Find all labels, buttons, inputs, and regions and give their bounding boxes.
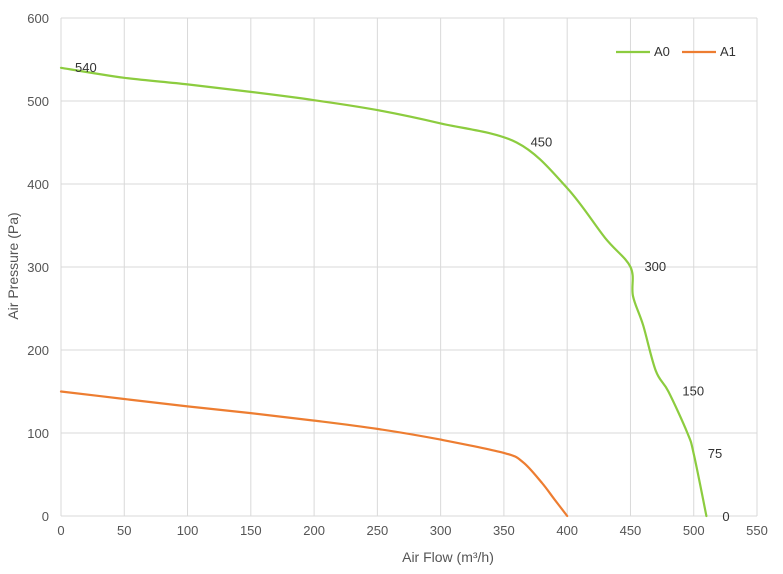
data-label: 0 bbox=[722, 509, 729, 524]
x-tick-label: 50 bbox=[117, 523, 131, 538]
x-axis-title: Air Flow (m³/h) bbox=[402, 549, 494, 565]
x-tick-label: 300 bbox=[430, 523, 452, 538]
x-tick-label: 450 bbox=[620, 523, 642, 538]
data-label: 150 bbox=[682, 384, 704, 399]
legend-entry: A1 bbox=[720, 44, 736, 59]
x-tick-label: 100 bbox=[177, 523, 199, 538]
tick-labels: 0 50 100 150 200 250 300 350 400 450 500 550 0 100 200… bbox=[27, 11, 768, 538]
data-label: 75 bbox=[708, 446, 722, 461]
y-tick-label: 400 bbox=[27, 177, 49, 192]
data-label: 300 bbox=[644, 259, 666, 274]
data-label: 540 bbox=[75, 60, 97, 75]
x-tick-label: 500 bbox=[683, 523, 705, 538]
data-labels: 540 450 300 150 75 0 bbox=[75, 60, 730, 524]
x-tick-label: 150 bbox=[240, 523, 262, 538]
y-axis-title: Air Pressure (Pa) bbox=[5, 212, 21, 319]
series-lines bbox=[59, 66, 708, 518]
y-tick-label: 0 bbox=[42, 509, 49, 524]
x-tick-label: 250 bbox=[367, 523, 389, 538]
x-tick-label: 550 bbox=[746, 523, 768, 538]
y-tick-label: 600 bbox=[27, 11, 49, 26]
legend-entry: A0 bbox=[654, 44, 670, 59]
y-tick-label: 100 bbox=[27, 426, 49, 441]
x-tick-label: 200 bbox=[303, 523, 325, 538]
y-tick-label: 300 bbox=[27, 260, 49, 275]
legend: A0 A1 bbox=[616, 44, 736, 59]
data-label: 450 bbox=[531, 135, 553, 150]
series-line-a1 bbox=[59, 390, 569, 518]
x-tick-label: 0 bbox=[57, 523, 64, 538]
series-line-a0 bbox=[59, 66, 708, 518]
x-tick-label: 350 bbox=[493, 523, 515, 538]
y-tick-label: 200 bbox=[27, 343, 49, 358]
x-tick-label: 400 bbox=[556, 523, 578, 538]
y-tick-label: 500 bbox=[27, 94, 49, 109]
